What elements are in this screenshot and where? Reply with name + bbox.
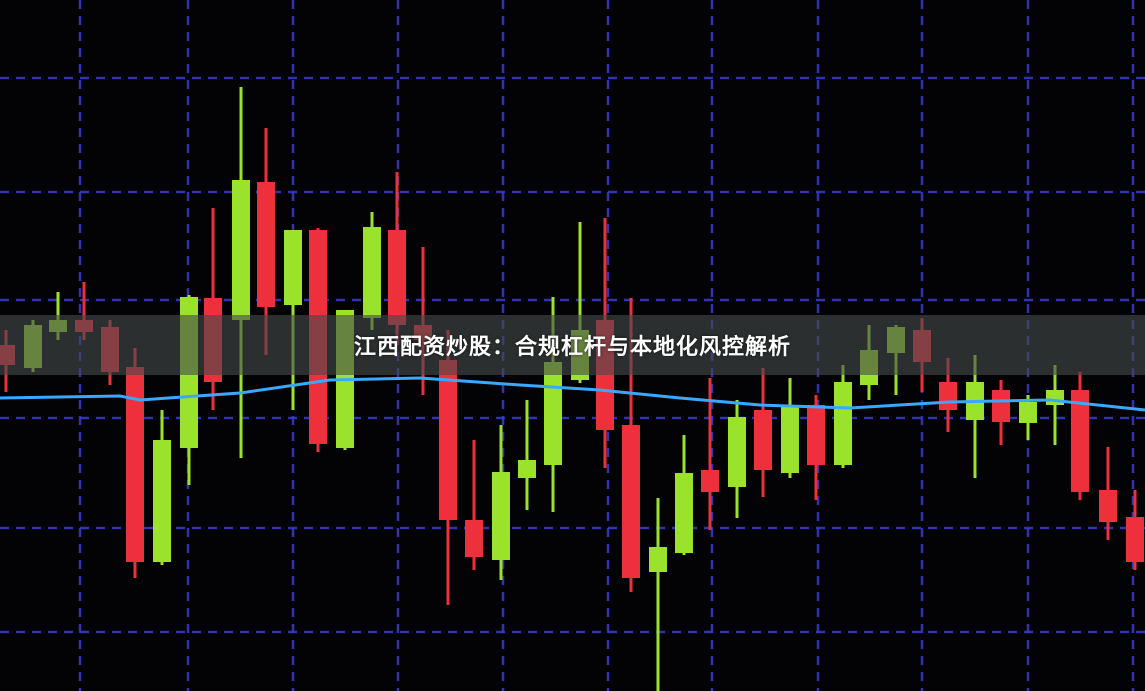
candle-body-bullish	[1046, 390, 1064, 405]
candle-body-bearish	[1071, 390, 1089, 492]
candle-body-bullish	[518, 460, 536, 478]
candle-body-bullish	[675, 473, 693, 553]
candle-body-bearish	[992, 390, 1010, 422]
moving-average-line	[0, 376, 1145, 412]
candle-body-bearish	[807, 405, 825, 465]
candle-body-bullish	[284, 230, 302, 305]
candle-body-bullish	[728, 417, 746, 487]
article-title: 江西配资炒股：合规杠杆与本地化风控解析	[353, 335, 791, 360]
candle-body-bearish	[622, 425, 640, 578]
candle-body-bearish	[126, 367, 144, 562]
candle-body-bearish	[701, 470, 719, 492]
candle-body-bullish	[153, 440, 171, 562]
candle-body-bearish	[1126, 517, 1144, 562]
candle-body-bearish	[388, 230, 406, 325]
candle-body-bearish	[257, 182, 275, 307]
candle-body-bearish	[439, 360, 457, 520]
candle-body-bullish	[492, 472, 510, 560]
candle-body-bullish	[649, 547, 667, 572]
candle-body-bearish	[939, 382, 957, 410]
candle-body-bearish	[465, 520, 483, 557]
candle-body-bullish	[1019, 402, 1037, 423]
candle-body-bearish	[1099, 490, 1117, 522]
candle-body-bullish	[544, 362, 562, 465]
candle-body-bullish	[781, 405, 799, 473]
title-banner: 江西配资炒股：合规杠杆与本地化风控解析	[0, 315, 1145, 375]
candle-body-bullish	[363, 227, 381, 318]
candle-body-bullish	[834, 382, 852, 465]
candle-body-bearish	[754, 410, 772, 470]
candle-body-bullish	[232, 180, 250, 320]
